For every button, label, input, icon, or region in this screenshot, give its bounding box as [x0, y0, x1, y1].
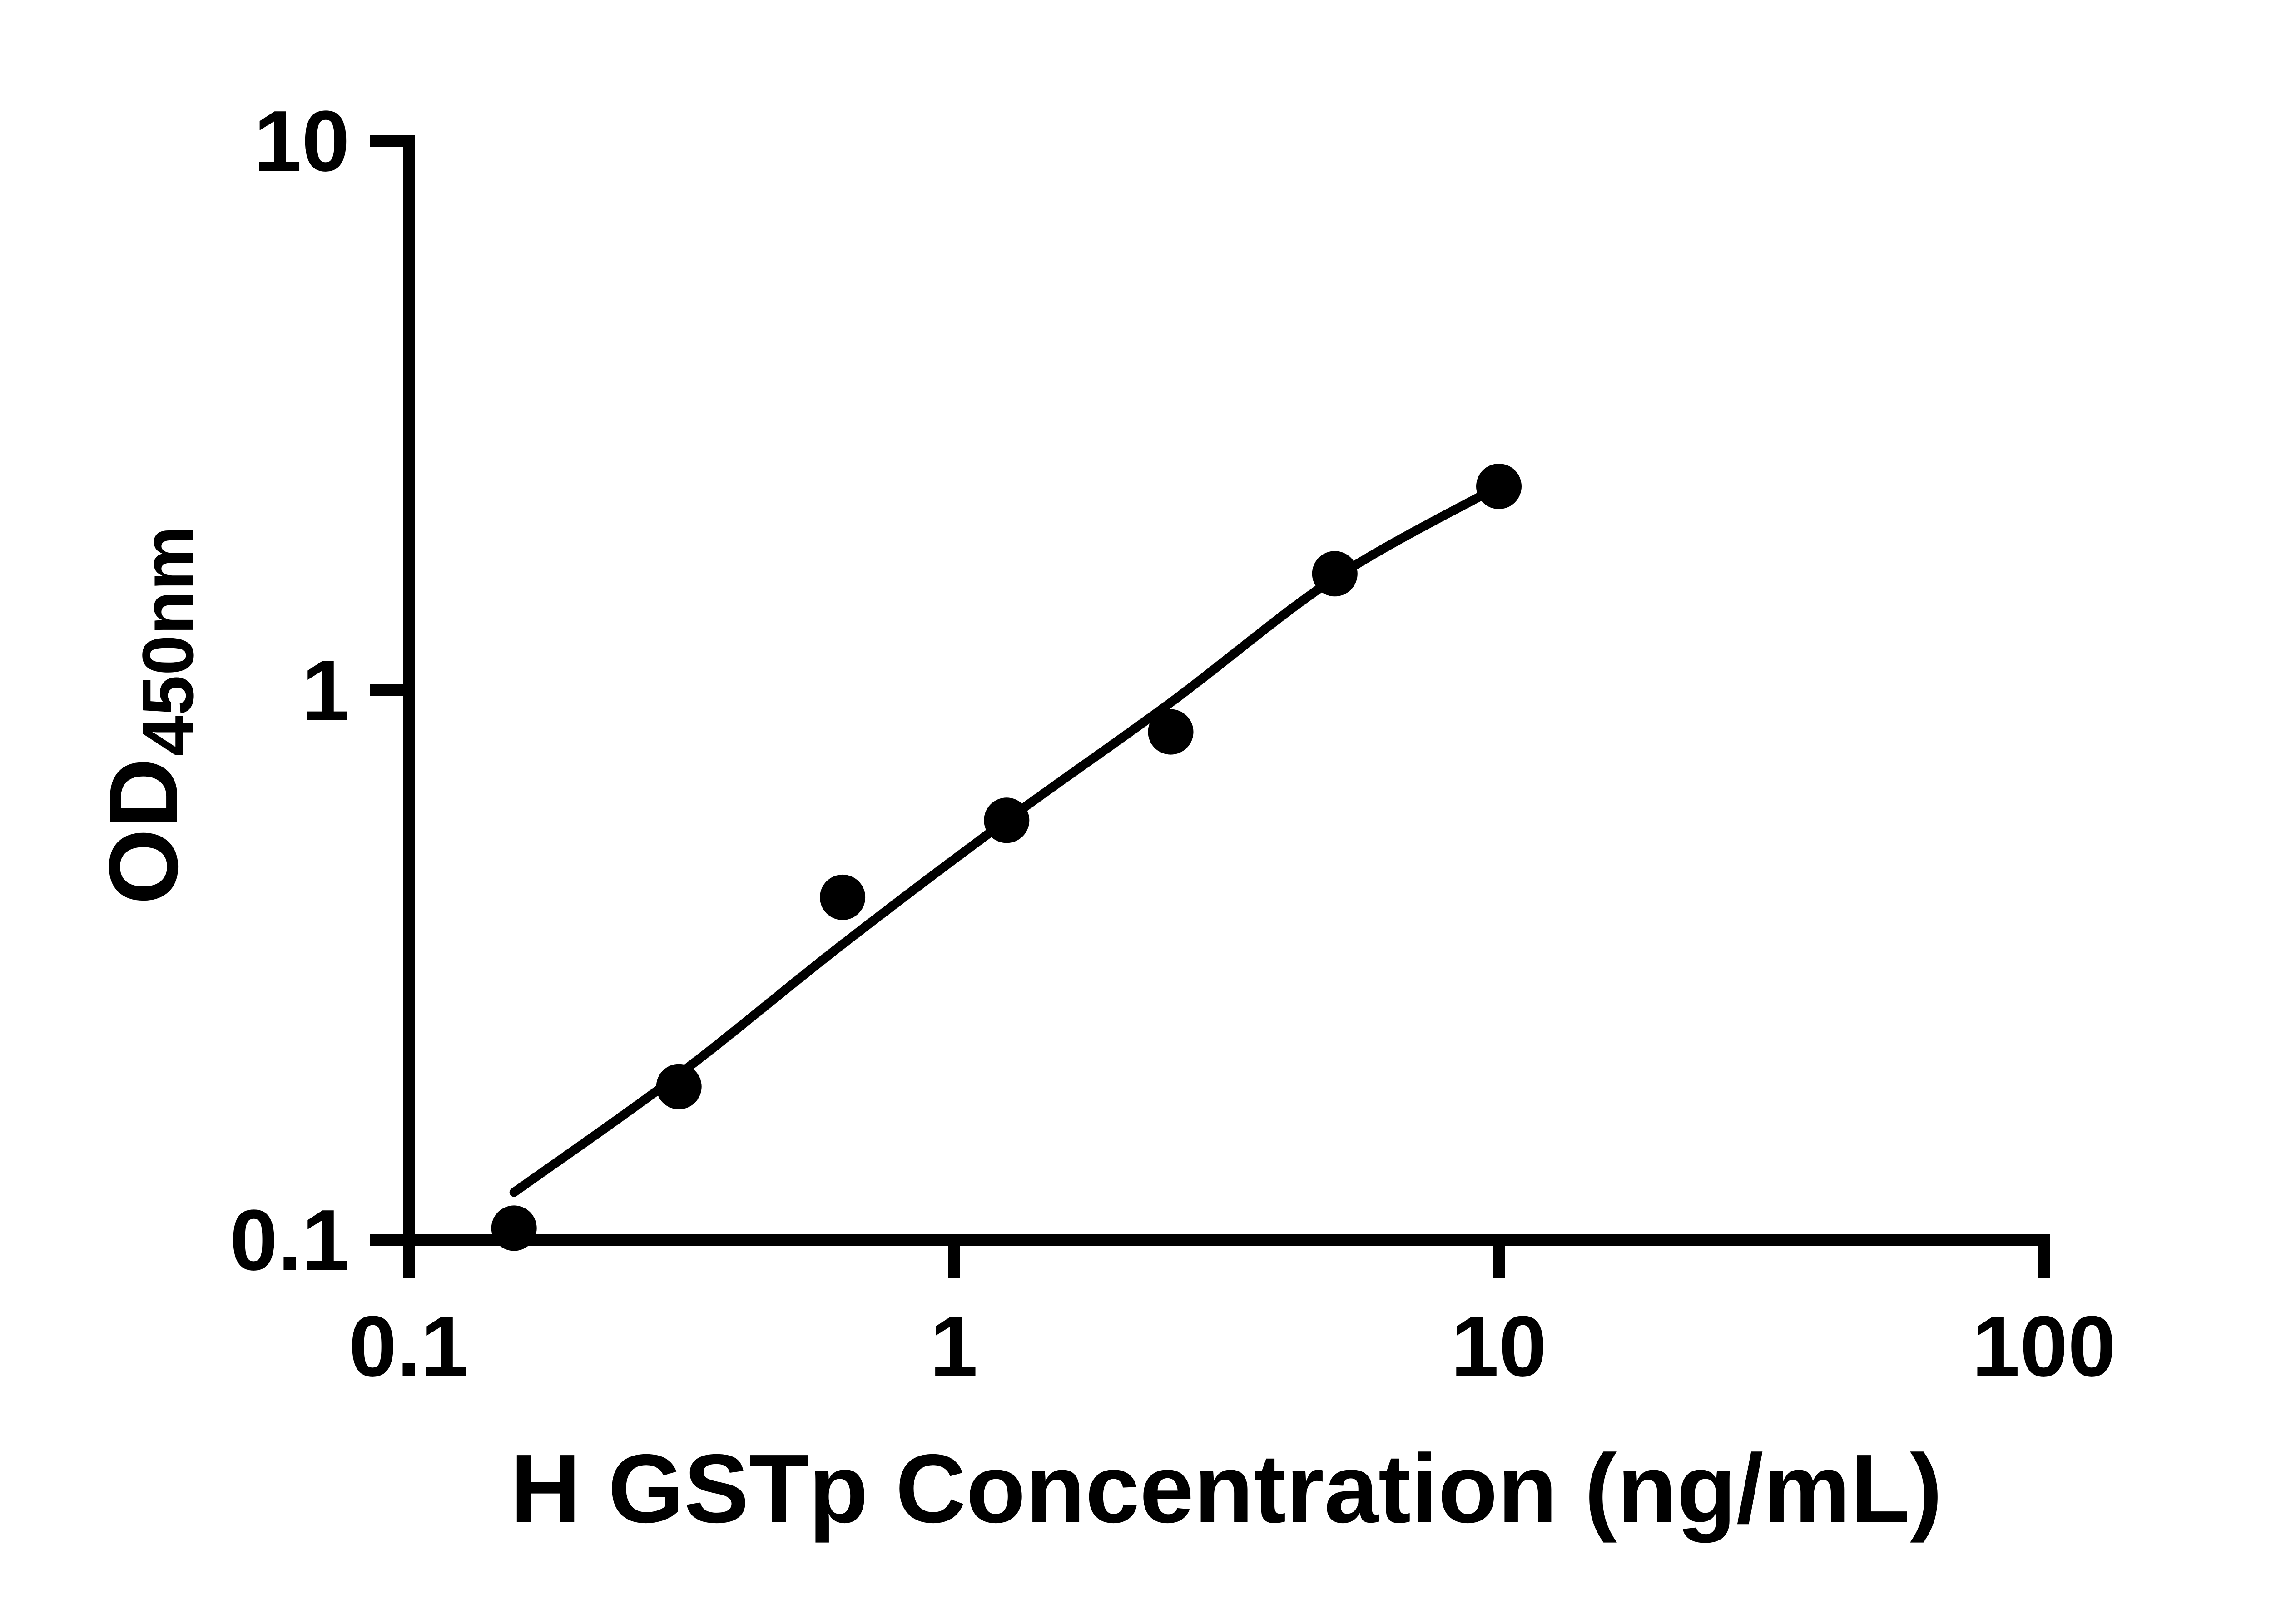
data-point [1312, 551, 1358, 597]
data-point [1476, 464, 1522, 509]
y-tick-label: 1 [302, 643, 350, 739]
x-tick-label: 10 [1451, 1298, 1547, 1395]
data-point [1148, 709, 1194, 755]
data-point [820, 874, 866, 920]
y-tick-label: 10 [254, 93, 350, 189]
x-tick-label: 0.1 [349, 1298, 469, 1395]
y-axis-title: OD 450nm [89, 526, 208, 905]
x-axis-title: H GSTp Concentration (ng/mL) [510, 1434, 1942, 1543]
data-point [656, 1064, 702, 1109]
data-point [491, 1205, 537, 1251]
x-tick-label: 1 [930, 1298, 978, 1395]
y-axis-title-subscript: 450nm [127, 526, 208, 756]
y-tick-label: 0.1 [230, 1192, 350, 1288]
data-point [984, 797, 1030, 843]
plot-area: 0.1 1 10 0.1 1 10 100 [230, 93, 2116, 1395]
y-axis-title-main: OD [89, 758, 198, 905]
x-tick-label: 100 [1972, 1298, 2116, 1395]
